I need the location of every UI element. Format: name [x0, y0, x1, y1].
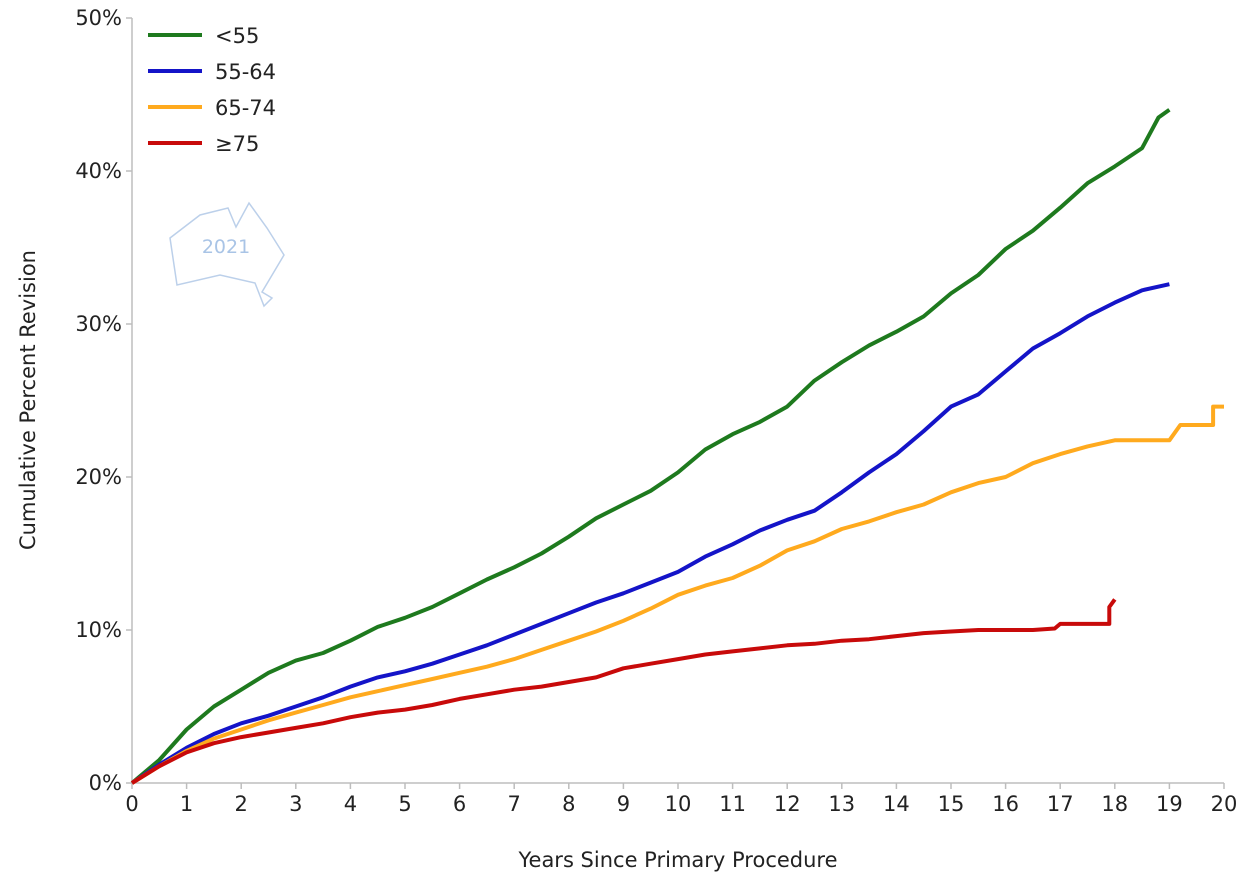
x-tick-label: 2	[235, 792, 248, 816]
series-line-3	[130, 598, 1117, 785]
x-tick-label: 13	[828, 792, 855, 816]
x-axis-title: Years Since Primary Procedure	[517, 848, 837, 872]
series-line-0	[130, 108, 1171, 785]
australia-map-watermark-icon: 2021	[169, 201, 285, 308]
y-tick-labels: 0% 10% 20% 30% 40% 50%	[75, 6, 132, 795]
y-tick-label: 20%	[75, 465, 122, 489]
x-tick-label: 7	[508, 792, 521, 816]
legend: <55 55-64 65-74 ≥75	[148, 24, 276, 156]
x-tick-label: 0	[125, 792, 138, 816]
legend-label-1: 55-64	[215, 60, 276, 84]
x-tick-label: 19	[1156, 792, 1183, 816]
x-tick-label: 17	[1047, 792, 1074, 816]
x-tick-label: 12	[774, 792, 801, 816]
y-tick-label: 0%	[89, 771, 122, 795]
y-tick-label: 40%	[75, 159, 122, 183]
x-tick-label: 6	[453, 792, 466, 816]
x-tick-label: 11	[719, 792, 746, 816]
y-tick-label: 10%	[75, 618, 122, 642]
chart-axes	[131, 18, 1224, 784]
x-tick-label: 16	[992, 792, 1019, 816]
y-axis-title: Cumulative Percent Revision	[16, 250, 40, 550]
y-tick-label: 50%	[75, 6, 122, 30]
series-line-2	[130, 404, 1224, 785]
x-tick-label: 1	[180, 792, 193, 816]
x-tick-label: 4	[344, 792, 357, 816]
legend-label-0: <55	[215, 24, 259, 48]
series-lines	[130, 108, 1224, 785]
x-tick-label: 18	[1101, 792, 1128, 816]
series-line-1	[130, 282, 1170, 785]
x-tick-label: 20	[1211, 792, 1238, 816]
legend-label-3: ≥75	[215, 132, 259, 156]
x-tick-label: 9	[617, 792, 630, 816]
x-tick-label: 15	[938, 792, 965, 816]
x-tick-label: 5	[398, 792, 411, 816]
x-tick-label: 14	[883, 792, 910, 816]
x-tick-label: 3	[289, 792, 302, 816]
legend-label-2: 65-74	[215, 96, 276, 120]
watermark-year: 2021	[202, 236, 250, 258]
y-tick-label: 30%	[75, 312, 122, 336]
x-tick-label: 8	[562, 792, 575, 816]
x-tick-labels: 0 1 2 3 4 5 6 7 8 9 10 11 12 13 14 15 16 17 18 19 20	[125, 783, 1237, 816]
x-tick-label: 10	[665, 792, 692, 816]
